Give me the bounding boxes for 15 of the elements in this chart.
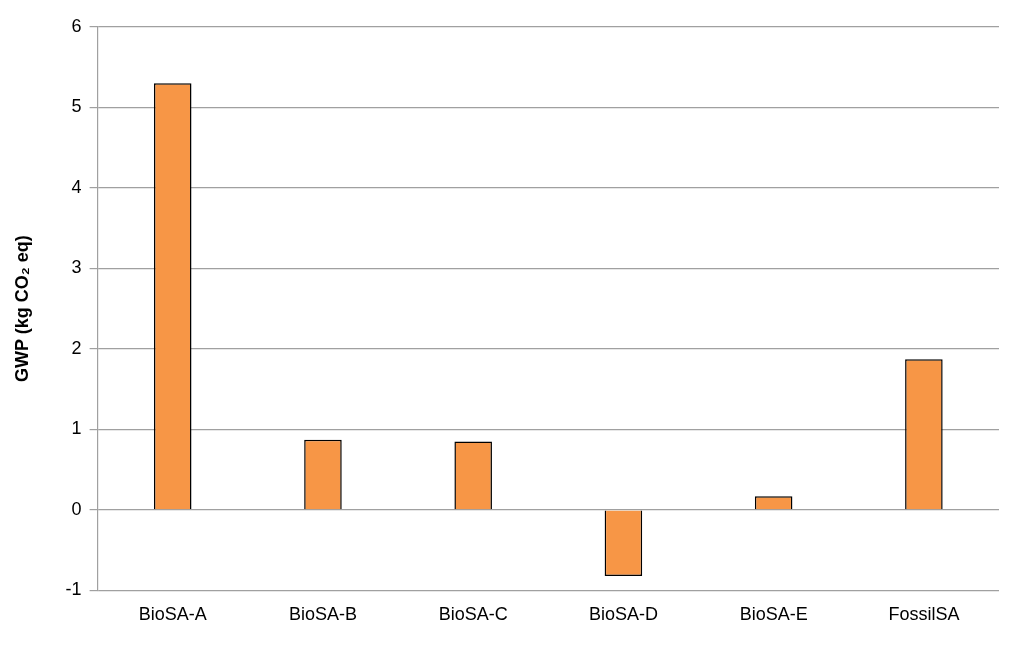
x-tick-label: BioSA-D: [588, 604, 658, 625]
y-tick-label: 5: [71, 96, 82, 117]
x-tick-label: BioSA-C: [438, 604, 508, 625]
y-tick-label: 0: [71, 498, 82, 519]
x-tick-label: BioSA-A: [138, 604, 207, 625]
y-tick-label: 3: [71, 257, 82, 278]
y-tick-label: 6: [71, 15, 82, 36]
y-tick-label: -1: [65, 579, 82, 600]
y-tick-label: 1: [71, 418, 82, 439]
x-tick-label: BioSA-B: [288, 604, 357, 625]
y-axis-title: GWP (kg CO₂ eq): [11, 235, 32, 382]
x-tick-label: FossilSA: [888, 604, 960, 625]
x-tick-label: BioSA-E: [739, 604, 808, 625]
y-tick-label: 4: [71, 176, 82, 197]
y-tick-label: 2: [71, 337, 82, 358]
